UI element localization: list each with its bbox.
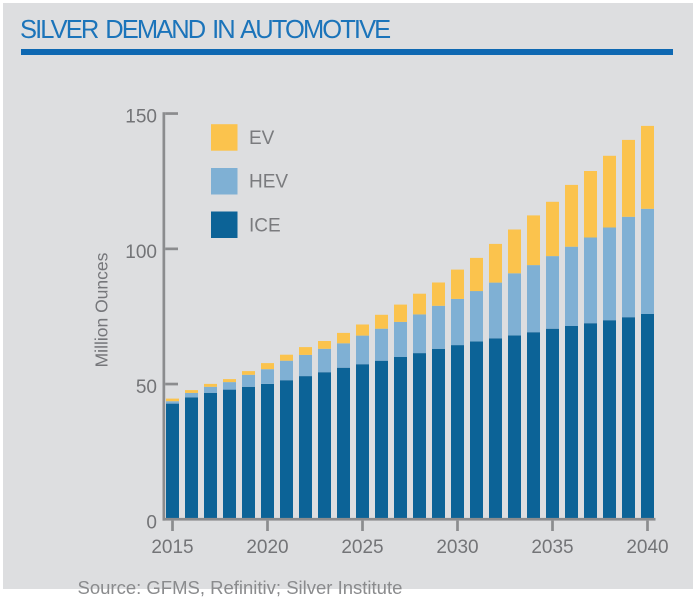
svg-text:50: 50 (136, 377, 157, 398)
svg-text:2030: 2030 (436, 537, 478, 558)
svg-text:2015: 2015 (151, 537, 193, 558)
svg-text:EV: EV (249, 128, 275, 149)
svg-text:2035: 2035 (531, 537, 573, 558)
svg-text:2020: 2020 (246, 537, 288, 558)
svg-text:150: 150 (125, 107, 157, 128)
svg-text:HEV: HEV (249, 171, 288, 192)
svg-text:ICE: ICE (249, 215, 281, 236)
svg-text:2025: 2025 (341, 537, 383, 558)
svg-text:2040: 2040 (626, 537, 668, 558)
svg-text:100: 100 (125, 242, 157, 263)
svg-text:0: 0 (146, 512, 157, 533)
